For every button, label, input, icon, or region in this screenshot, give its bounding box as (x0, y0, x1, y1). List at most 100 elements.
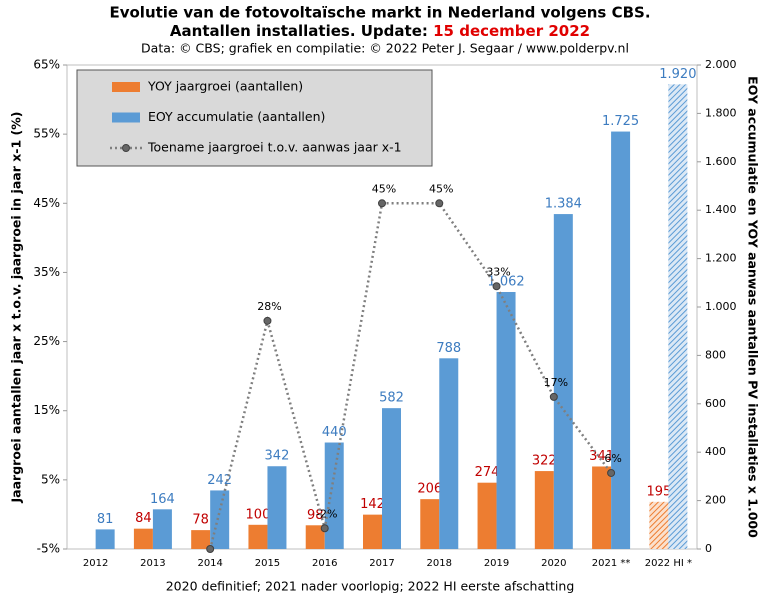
bar-label: 142 (360, 497, 385, 512)
y2-tick-label: 2.000 (705, 58, 737, 71)
legend-label: YOY jaargroei (aantallen) (147, 79, 303, 94)
bar-label: 341 (589, 449, 614, 464)
bar (324, 442, 344, 549)
x-tick-label: 2015 (255, 558, 280, 569)
bar-label: 81 (97, 512, 114, 527)
x-tick-label: 2012 (83, 558, 108, 569)
bar-label: 1.384 (545, 197, 582, 212)
y-tick-label: -5% (37, 542, 60, 556)
bar-label: 342 (265, 449, 290, 464)
line-point (492, 282, 501, 291)
bar-label: 195 (646, 484, 671, 499)
bar (382, 408, 401, 549)
update-date: 15 december 2022 (433, 22, 590, 40)
line-point (206, 545, 215, 553)
bar (152, 509, 172, 549)
x-tick-label: 2016 (312, 558, 337, 569)
subtitle: Data: © CBS; grafiek en compilatie: © 20… (141, 41, 629, 56)
y-tick-label: 15% (33, 403, 60, 417)
x-tick-label: 2021 ** (592, 558, 631, 569)
y-tick-label: 5% (41, 472, 60, 486)
point-label: 17% (544, 376, 568, 389)
x-tick-label: 2017 (369, 558, 394, 569)
y-tick-label: 25% (33, 334, 60, 348)
bar (210, 490, 230, 549)
legend-swatch (112, 112, 140, 123)
bar (305, 525, 325, 549)
bar (611, 131, 631, 550)
y2-tick-label: 0 (705, 542, 712, 555)
legend-label: Toename jaargroei t.o.v. aanwas jaar x-1 (147, 140, 402, 155)
bar-label: 100 (246, 507, 271, 522)
x-tick-label: 2022 HI * (645, 558, 692, 569)
point-label: 45% (429, 182, 453, 195)
y2-tick-label: 400 (705, 445, 726, 458)
line (208, 202, 613, 550)
bar-label: 164 (150, 492, 175, 507)
bar (420, 499, 440, 549)
footnote: 2020 definitief; 2021 nader voorlopig; 2… (166, 579, 575, 594)
legend-swatch (112, 82, 140, 92)
bar (496, 291, 516, 549)
y2-tick-label: 1.800 (705, 106, 737, 119)
legend-swatch-point (122, 144, 130, 152)
x-tick-label: 2020 (541, 558, 566, 569)
y-tick-label: 35% (33, 265, 60, 279)
bar (477, 482, 497, 549)
bar (592, 466, 612, 549)
bar (133, 528, 153, 549)
line-point (607, 468, 616, 477)
y2-tick-label: 1.200 (705, 252, 737, 265)
bar-label: 322 (532, 454, 557, 469)
legend-label: EOY accumulatie (aantallen) (148, 109, 325, 124)
y-tick-label: 45% (33, 196, 60, 210)
bar-label: 84 (135, 511, 152, 526)
y-tick-label: 55% (33, 127, 60, 141)
x-tick-label: 2013 (140, 558, 165, 569)
line-point (263, 316, 272, 325)
y2-axis-label: EOY accumulatie en YOY aanwas aantallen … (746, 76, 761, 538)
point-label: 28% (257, 300, 281, 313)
bar-label: 582 (379, 391, 404, 406)
bar-label: 1.725 (602, 114, 639, 129)
bar (95, 529, 115, 549)
y2-tick-label: 1.000 (705, 300, 737, 313)
line-point (435, 199, 444, 208)
bar-label: 206 (417, 482, 442, 497)
y2-tick-label: 600 (705, 397, 726, 410)
bar (191, 530, 211, 549)
x-tick-label: 2019 (484, 558, 509, 569)
bar-label: 1.920 (659, 67, 696, 82)
y-axis-label: Jaargroei aantallen jaar x t.o.v. jaargr… (9, 112, 24, 504)
bar (534, 471, 554, 549)
bar (668, 84, 688, 550)
bar-label: 788 (436, 341, 461, 356)
line-point (378, 199, 386, 208)
point-label: 33% (486, 265, 510, 278)
bar-label: 98 (307, 508, 324, 523)
point-label: -2% (316, 507, 337, 520)
bar (248, 524, 268, 549)
bar (649, 501, 669, 549)
y-tick-label: 65% (33, 58, 60, 72)
bar (553, 214, 573, 549)
chart-title: Evolutie van de fotovoltaïsche markt in … (109, 4, 650, 22)
y2-tick-label: 1.400 (705, 203, 737, 216)
bar (363, 514, 382, 549)
point-label: 45% (372, 182, 396, 195)
x-tick-label: 2014 (197, 558, 222, 569)
y2-tick-label: 200 (705, 494, 726, 507)
bar-label: 274 (475, 465, 500, 480)
line-point (549, 392, 558, 401)
y2-tick-label: 800 (705, 348, 726, 361)
chart-title-line2: Aantallen installaties. Update: 15 decem… (170, 22, 590, 40)
title-text: Aantallen installaties. Update: (170, 22, 428, 40)
y2-tick-label: 1.600 (705, 155, 737, 168)
bar (439, 358, 459, 549)
line-point (320, 524, 329, 533)
bar-label: 440 (322, 425, 347, 440)
x-tick-label: 2018 (427, 558, 452, 569)
bar-label: 78 (192, 513, 209, 528)
bar (267, 466, 287, 549)
